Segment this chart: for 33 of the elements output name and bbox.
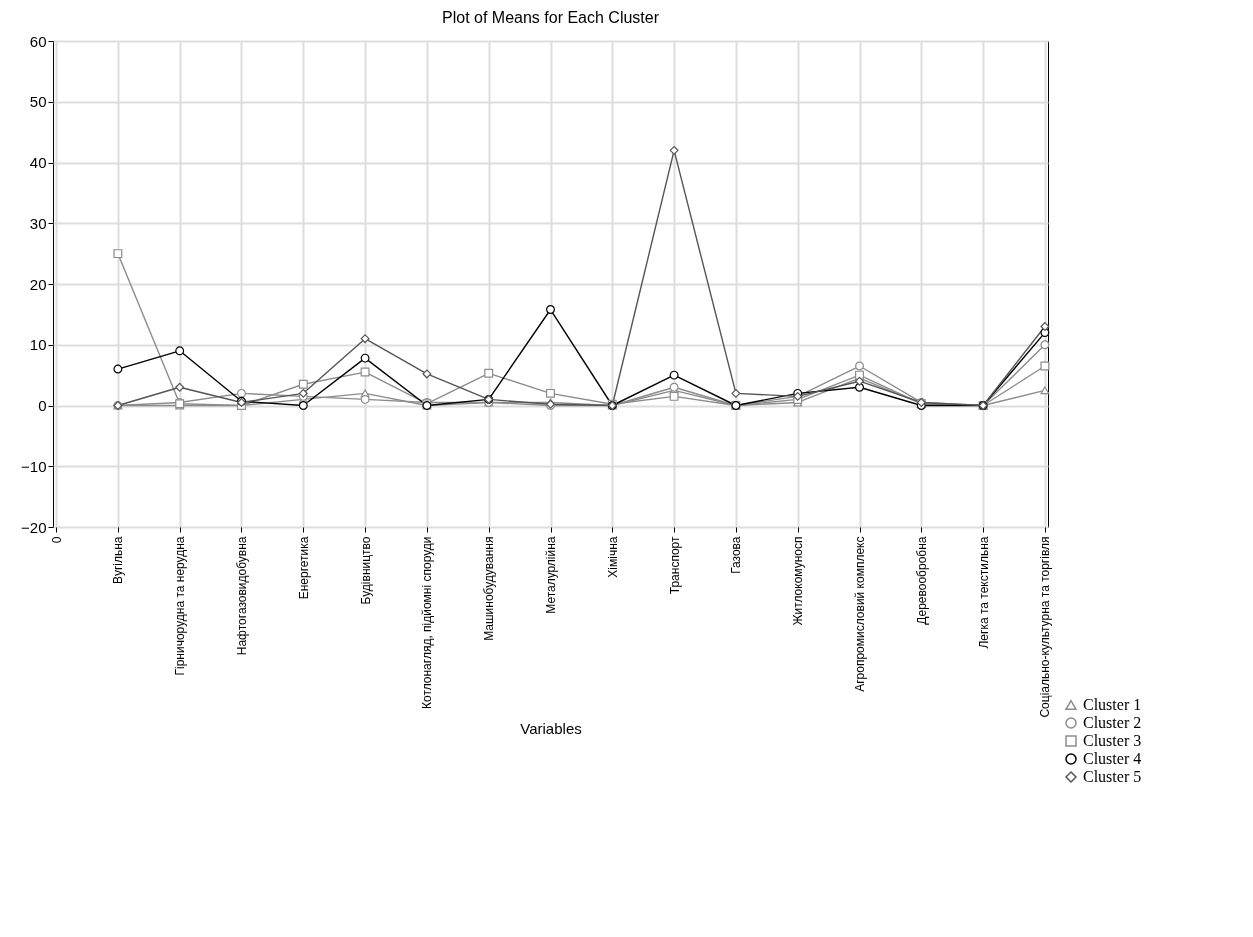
x-tick-label: Гірничорудна та нерудна <box>173 536 188 676</box>
x-tick-label: Агропромисловий комплекс <box>853 536 868 692</box>
x-tick-label: Газова <box>729 536 744 574</box>
x-tick-label: Машинобудування <box>482 536 497 641</box>
y-tick-label: 50 <box>29 93 47 111</box>
x-tick-label: Котлонагляд, підйомні споруди <box>420 536 435 709</box>
y-tick-label: 60 <box>29 32 47 50</box>
x-tick-label: Транспорт <box>667 536 682 595</box>
y-tick-label: 10 <box>29 336 47 354</box>
x-tick-label: Вугільна <box>111 536 126 584</box>
legend-label: Cluster 4 <box>1083 750 1142 767</box>
y-tick-label: −10 <box>21 457 47 475</box>
x-tick-label: Житлокомуносп <box>791 536 806 626</box>
x-tick-label: Легка та текстильна <box>976 536 991 649</box>
legend-label: Cluster 2 <box>1083 714 1142 731</box>
x-tick-label: Нафтогазовидобувна <box>234 536 249 656</box>
x-tick-label: Металурлійна <box>544 536 558 614</box>
y-tick-label: 0 <box>38 397 47 414</box>
x-tick-label: 0 <box>49 536 64 544</box>
x-tick-label: Будівництво <box>358 536 373 605</box>
y-tick-label: −20 <box>21 518 47 536</box>
y-tick-label: 20 <box>29 275 47 293</box>
y-tick-label: 30 <box>29 214 47 232</box>
x-tick-label: Енергетика <box>296 536 311 600</box>
x-tick-label: Деревообробна <box>914 536 929 625</box>
chart-title: Plot of Means for Each Cluster <box>442 9 660 26</box>
x-tick-label: Соціально-культурна та торгівля <box>1038 536 1053 718</box>
legend-label: Cluster 1 <box>1083 696 1142 713</box>
x-tick-label: Хімічна <box>605 536 620 578</box>
y-tick-label: 40 <box>29 154 47 171</box>
legend-label: Cluster 3 <box>1083 732 1142 749</box>
x-axis-title: Variables <box>520 719 582 737</box>
legend-label: Cluster 5 <box>1083 768 1142 785</box>
